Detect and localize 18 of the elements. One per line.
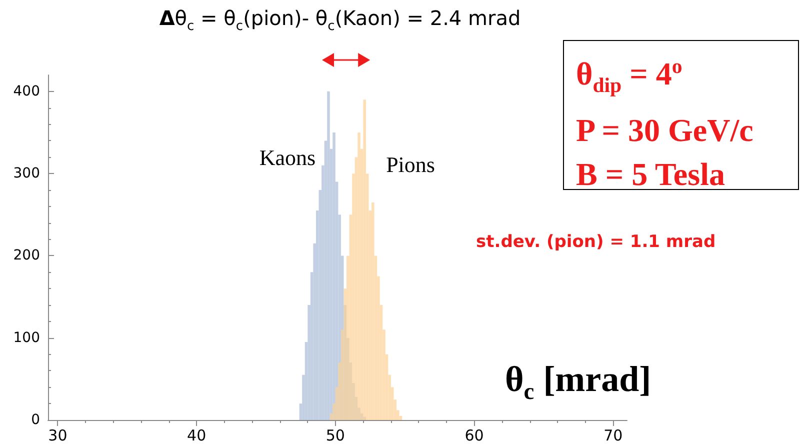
chart-title: Δθ$_{c}$ = θ$_{c}$(pion)- θ$_{c}$(Kaon) = 2.4 mrad xyxy=(158,6,522,34)
x-axis-title: θ$_{c}$ [mrad] xyxy=(505,358,652,406)
x-tick-label: 50 xyxy=(326,426,345,444)
x-tick-label: 30 xyxy=(48,426,68,444)
annotation: B = 5 Tesla xyxy=(576,156,725,192)
annotation: P = 30 GeV/c xyxy=(576,112,754,148)
series-label: Kaons xyxy=(259,145,316,172)
y-tick-label: 400 xyxy=(13,83,40,100)
annotation: θ$_{dip}$ = 4$^{o}$ xyxy=(576,55,682,98)
series-label: Pions xyxy=(386,152,435,178)
x-tick-label: 70 xyxy=(604,426,623,444)
annotation: st.dev. (pion) = 1.1 mrad xyxy=(476,232,716,252)
y-tick-label: 0 xyxy=(31,412,40,428)
x-tick-label: 40 xyxy=(187,426,206,444)
x-tick-label: 60 xyxy=(464,426,484,444)
y-tick-label: 200 xyxy=(13,248,40,264)
y-tick-label: 100 xyxy=(13,330,40,346)
y-tick-label: 300 xyxy=(13,166,40,182)
